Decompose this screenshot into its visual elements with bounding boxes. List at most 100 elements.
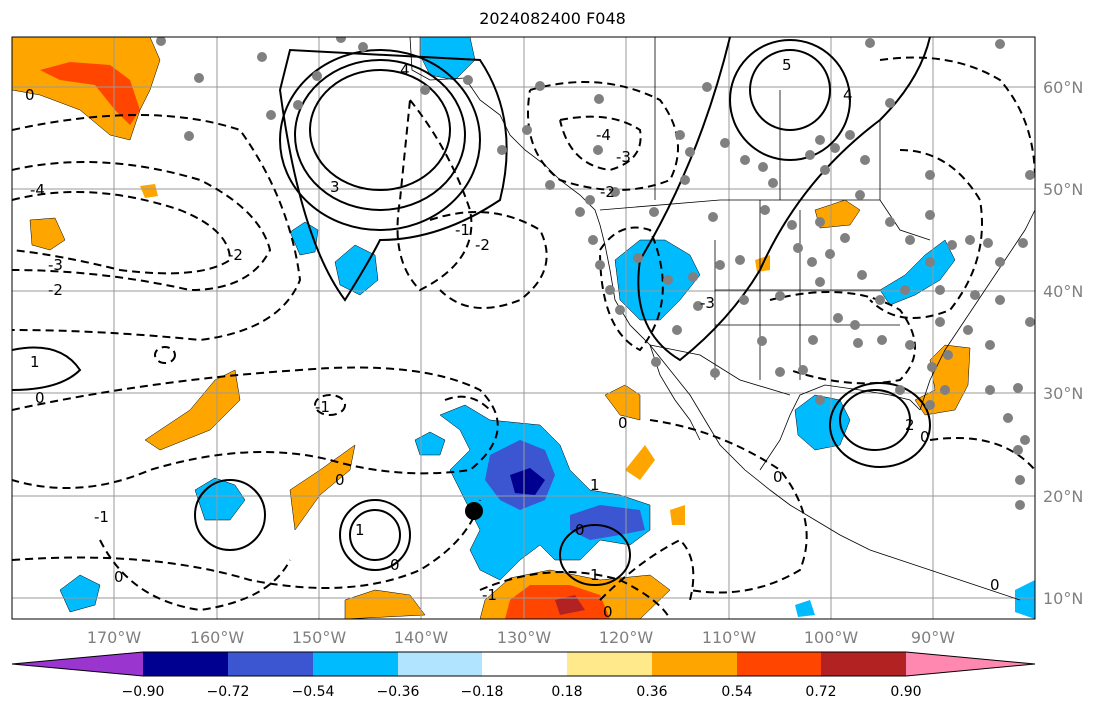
contour-high-gulf-2 [829, 382, 931, 468]
lat-label-10n: 10°N [1043, 589, 1083, 608]
colorbar-tick-4: −0.36 [377, 684, 420, 700]
lon-label-110w: 110°W [702, 628, 757, 647]
contour-label-zero-east: 0 [990, 576, 1000, 594]
contour-high-canada-2 [729, 39, 851, 161]
contour-high-west-edge [12, 346, 82, 391]
anomaly-very-strong-positive-south [555, 595, 585, 615]
anomaly-positive-pacific-3 [344, 589, 426, 619]
contour-high-gulf-1 [839, 389, 911, 451]
contour-label-neg-3-east-pacific: -3 [700, 294, 715, 312]
map-title: 2024082400 F048 [479, 9, 626, 28]
lon-label-90w: 90°W [911, 628, 955, 647]
anomaly-negative-west-pacific-2 [59, 574, 101, 613]
contour-label-zero-west-pacific: 0 [114, 568, 124, 586]
colorbar-tick-5: −0.18 [461, 684, 504, 700]
colorbar-segment-7 [652, 652, 737, 676]
contour-dashed-mexico [649, 419, 808, 594]
anomaly-positive-pacific-2 [289, 444, 356, 531]
contour-label-neg-2-central: -2 [228, 246, 243, 264]
anomaly-negative-ne-pacific [334, 244, 379, 296]
colorbar-segment-1 [143, 652, 228, 676]
contour-dashed-bering-1 [396, 99, 473, 292]
contour-label-neg-1-south: -1 [482, 586, 497, 604]
colorbar-segment-4 [398, 652, 482, 676]
contour-high-canada-3 [637, 37, 931, 362]
contour-label-neg-1-west-pacific: -1 [94, 508, 109, 526]
contour-dashed-gulf-alaska-inner [559, 115, 642, 172]
coastlines [409, 37, 1035, 601]
contour-label-zero-hawaii: 0 [390, 556, 400, 574]
anomaly-positive-mexico-2 [670, 505, 685, 525]
anomaly-negative-southeast-edge [1015, 580, 1035, 619]
contour-label-neg-1-pacific: -1 [315, 398, 330, 416]
contour-high-west-pacific [194, 479, 266, 551]
contour-dashed-north-pacific-2 [12, 191, 232, 275]
colorbar-segment-6 [567, 652, 652, 676]
colorbar-outline [11, 651, 1036, 677]
colorbar-tick-10: 0.90 [890, 684, 921, 700]
contour-high-pacific-1 [349, 509, 401, 561]
colorbar-extend-min [12, 652, 143, 676]
colorbar-extend-max [906, 652, 1035, 676]
anomaly-positive-mexico-1 [625, 445, 655, 480]
anomaly-strong-negative-central-pacific [510, 468, 545, 495]
lat-label-20n: 20°N [1043, 487, 1083, 506]
anomaly-strong-positive-alaska [40, 62, 140, 125]
colorbar-segment-3 [313, 652, 398, 676]
colorbar-tick-7: 0.36 [636, 684, 667, 700]
contour-label-high-canada-4: 4 [843, 86, 853, 104]
contour-label-zero-mexico: 0 [773, 468, 783, 486]
anomaly-positive-pacific-1 [144, 369, 241, 451]
positive-contours [12, 37, 931, 586]
contour-label-zero-pacific: 0 [335, 471, 345, 489]
colorbar-tick-2: −0.72 [207, 684, 250, 700]
contour-dashed-bering-2 [429, 211, 548, 309]
contour-dashed-south-east [929, 437, 1035, 471]
colorbar-segment-5 [482, 652, 567, 676]
contour-label-neg-2-west: -2 [48, 281, 63, 299]
longitude-labels: 170°W 160°W 150°W 140°W 130°W 120°W 110°… [87, 628, 955, 647]
contour-label-pos-1-central-pacific: 1 [590, 476, 600, 494]
us-mexico-border [649, 344, 791, 396]
anomaly-positive-small-2 [140, 184, 158, 198]
contour-high-alaska-3 [279, 49, 481, 231]
colorbar-tick-9: 0.72 [805, 684, 836, 700]
contour-label-zero-baja: 0 [618, 414, 628, 432]
contour-high-alaska-4 [278, 48, 508, 302]
contour-dashed-north-pacific-1 [12, 161, 272, 292]
contour-label-zero-gulf: 0 [920, 428, 930, 446]
lon-label-140w: 140°W [394, 628, 449, 647]
colorbar-tick-3: −0.54 [292, 684, 335, 700]
anomaly-negative-south-small [795, 600, 815, 617]
latitude-labels: 60°N 50°N 40°N 30°N 20°N 10°N [1043, 78, 1083, 608]
lon-label-120w: 120°W [599, 628, 654, 647]
station-dots [156, 37, 1035, 510]
colorbar-tick-1: −0.90 [122, 684, 165, 700]
contour-high-south-pacific [559, 524, 631, 586]
contour-high-pacific-2 [339, 499, 411, 571]
lon-label-150w: 150°W [292, 628, 347, 647]
contour-dashed-central-pacific-2 [12, 499, 481, 589]
anomaly-negative-great-lakes [879, 239, 956, 306]
colorbar-tick-8: 0.54 [721, 684, 752, 700]
anomaly-positive-baja [604, 384, 641, 421]
contour-label-zero-south: 0 [603, 603, 613, 621]
contour-dashed-small-2 [314, 394, 346, 416]
contour-high-canada-1 [749, 49, 831, 131]
graticule [12, 37, 1035, 619]
lon-label-130w: 130°W [497, 628, 552, 647]
anomaly-negative-hawaii [414, 431, 446, 456]
us-canada-border [599, 199, 931, 241]
contour-dashed-central-pacific-1 [12, 366, 499, 489]
contour-label-neg-2-bering: -2 [475, 236, 490, 254]
contour-label-zero-south-pacific: 0 [575, 521, 585, 539]
storm-marker [465, 502, 483, 520]
map-frame-border [11, 36, 1036, 620]
lat-label-40n: 40°N [1043, 282, 1083, 301]
coastline-gulf [759, 384, 921, 471]
lon-label-100w: 100°W [804, 628, 859, 647]
contour-label-high-alaska-3: 3 [330, 178, 340, 196]
negative-contours [12, 56, 1035, 619]
colorbar-segment-2 [228, 652, 313, 676]
